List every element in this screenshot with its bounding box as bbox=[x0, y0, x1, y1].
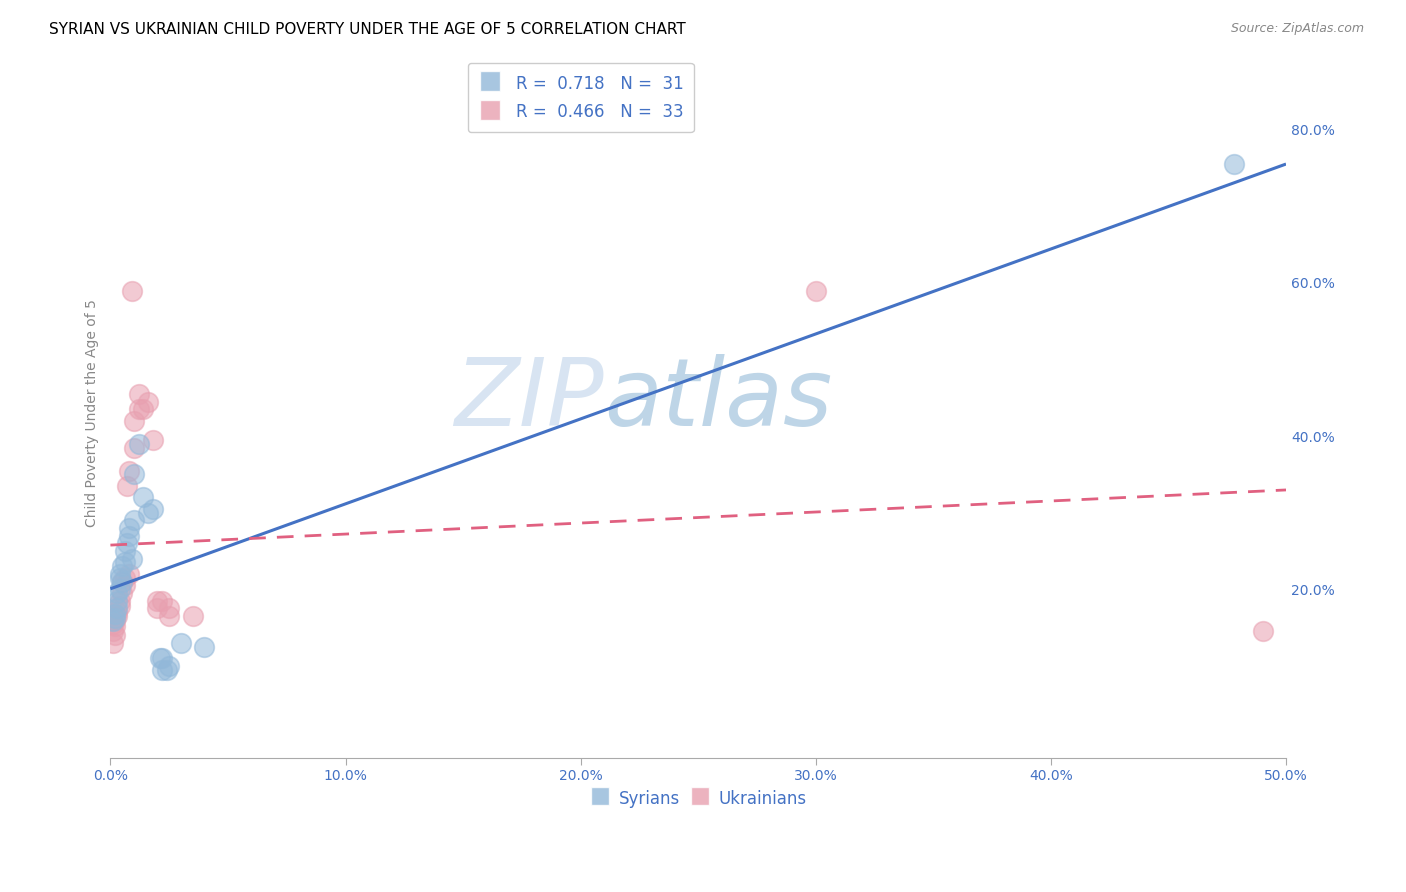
Point bbox=[121, 551, 143, 566]
Point bbox=[142, 501, 165, 516]
Point bbox=[132, 491, 155, 505]
Legend: Syrians, Ukrainians: Syrians, Ukrainians bbox=[583, 782, 813, 814]
Point bbox=[118, 566, 141, 581]
Point bbox=[1251, 624, 1274, 639]
Point bbox=[108, 593, 131, 607]
Point bbox=[122, 467, 145, 482]
Point bbox=[156, 663, 179, 677]
Point bbox=[104, 611, 127, 625]
Point bbox=[107, 586, 129, 600]
Point bbox=[101, 615, 124, 629]
Point bbox=[101, 624, 124, 639]
Point bbox=[142, 433, 165, 447]
Point bbox=[128, 402, 150, 417]
Point bbox=[150, 593, 173, 607]
Point bbox=[150, 651, 173, 665]
Point bbox=[111, 574, 134, 589]
Point bbox=[122, 513, 145, 527]
Text: ZIP: ZIP bbox=[454, 354, 605, 445]
Point bbox=[104, 628, 127, 642]
Point bbox=[104, 607, 127, 621]
Point bbox=[121, 284, 143, 298]
Point bbox=[108, 599, 131, 613]
Point bbox=[101, 616, 124, 631]
Point bbox=[108, 582, 131, 597]
Point bbox=[122, 441, 145, 455]
Point bbox=[118, 528, 141, 542]
Point bbox=[157, 609, 180, 624]
Point bbox=[146, 601, 169, 615]
Point bbox=[111, 574, 134, 589]
Point bbox=[118, 463, 141, 477]
Point bbox=[114, 571, 136, 585]
Point bbox=[107, 605, 129, 619]
Point bbox=[114, 544, 136, 558]
Point bbox=[104, 619, 127, 633]
Point bbox=[181, 609, 204, 624]
Point bbox=[157, 601, 180, 615]
Point bbox=[118, 521, 141, 535]
Point bbox=[107, 609, 129, 624]
Point bbox=[101, 636, 124, 650]
Point bbox=[111, 586, 134, 600]
Point bbox=[104, 613, 127, 627]
Point bbox=[114, 555, 136, 569]
Point bbox=[136, 394, 159, 409]
Point bbox=[132, 402, 155, 417]
Point bbox=[122, 414, 145, 428]
Point bbox=[128, 436, 150, 450]
Point bbox=[149, 651, 172, 665]
Point bbox=[157, 658, 180, 673]
Point bbox=[170, 636, 193, 650]
Point bbox=[128, 387, 150, 401]
Point bbox=[804, 284, 827, 298]
Text: Source: ZipAtlas.com: Source: ZipAtlas.com bbox=[1230, 22, 1364, 36]
Point bbox=[107, 593, 129, 607]
Y-axis label: Child Poverty Under the Age of 5: Child Poverty Under the Age of 5 bbox=[86, 299, 100, 527]
Point bbox=[115, 479, 138, 493]
Point bbox=[114, 578, 136, 592]
Point bbox=[111, 559, 134, 574]
Text: atlas: atlas bbox=[605, 354, 832, 445]
Point bbox=[108, 571, 131, 585]
Point bbox=[193, 640, 215, 654]
Point bbox=[108, 566, 131, 581]
Point bbox=[1223, 157, 1246, 171]
Point bbox=[115, 536, 138, 550]
Text: SYRIAN VS UKRAINIAN CHILD POVERTY UNDER THE AGE OF 5 CORRELATION CHART: SYRIAN VS UKRAINIAN CHILD POVERTY UNDER … bbox=[49, 22, 686, 37]
Point bbox=[150, 663, 173, 677]
Point bbox=[136, 506, 159, 520]
Point bbox=[146, 593, 169, 607]
Point bbox=[107, 601, 129, 615]
